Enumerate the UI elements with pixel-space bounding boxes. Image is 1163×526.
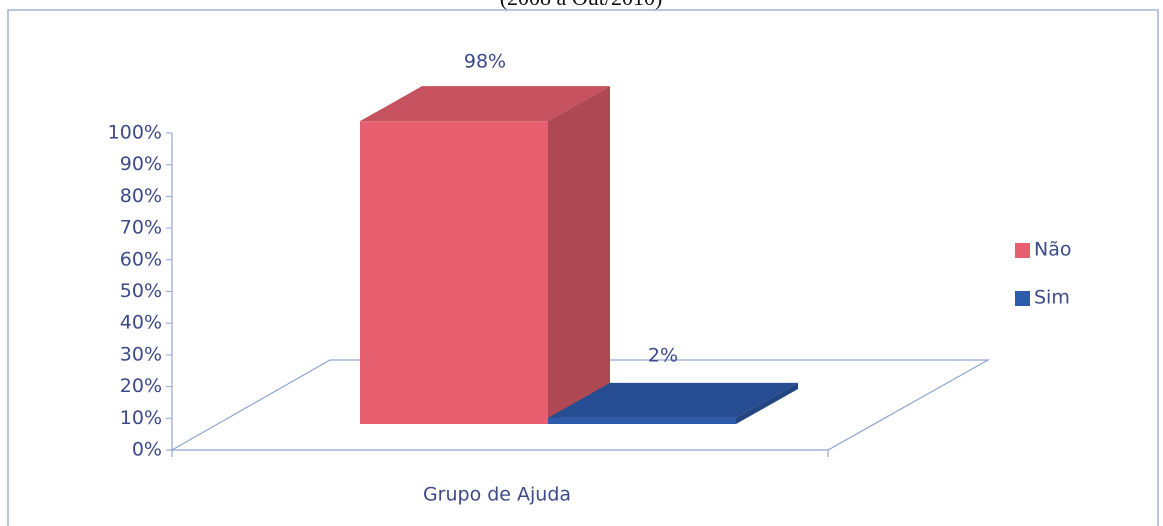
floor: [169, 359, 991, 451]
y-tick-label: 50%: [120, 280, 162, 302]
value-label: 98%: [464, 51, 506, 73]
bar-side: [548, 86, 610, 425]
y-tick-label: 40%: [120, 312, 162, 334]
bar: [360, 121, 548, 425]
bar-side: [736, 382, 798, 424]
bar-top: [548, 382, 798, 418]
chart-frame: [7, 9, 1159, 526]
y-tick-label: 20%: [120, 375, 162, 397]
y-tick-label: 30%: [120, 343, 162, 365]
y-tick-label: 80%: [120, 185, 162, 207]
y-tick-label: 100%: [108, 122, 162, 144]
legend-swatch: [1015, 291, 1030, 306]
y-tick-label: 70%: [120, 217, 162, 239]
legend-label: Não: [1034, 239, 1071, 261]
y-tick-label: 0%: [132, 439, 162, 461]
legend-swatch: [1015, 243, 1030, 258]
y-tick-label: 90%: [120, 153, 162, 175]
x-tick-label: Grupo de Ajuda: [423, 484, 571, 506]
value-label: 2%: [648, 345, 678, 367]
chart-title: (2008 a Out/2010): [500, 0, 663, 10]
bar-top: [360, 86, 610, 122]
bar: [548, 417, 736, 424]
y-tick-label: 60%: [120, 248, 162, 270]
y-tick-label: 10%: [120, 407, 162, 429]
legend-label: Sim: [1034, 287, 1070, 309]
